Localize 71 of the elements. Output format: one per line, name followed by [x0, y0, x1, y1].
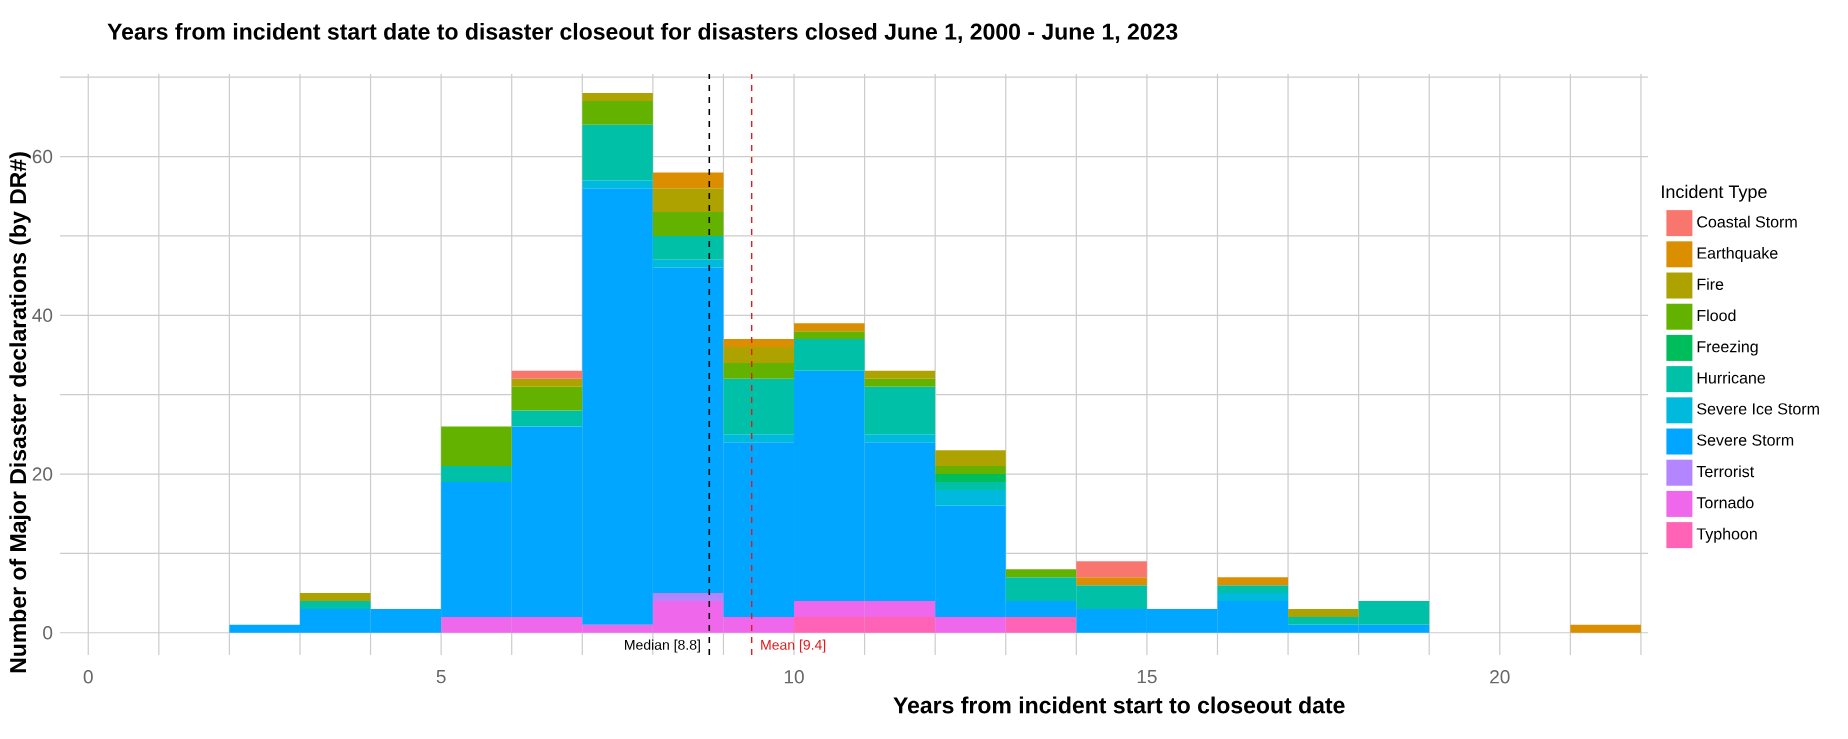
- bar: [441, 426, 512, 467]
- bar: [864, 378, 936, 387]
- bar: [935, 450, 1006, 467]
- bar: [935, 481, 1006, 490]
- legend-label: Earthquake: [1697, 247, 1778, 262]
- x-axis-title: Years from incident start to closeout date: [893, 696, 1345, 714]
- bar: [299, 593, 371, 602]
- legend-label: Freezing: [1697, 340, 1758, 356]
- bar: [1570, 624, 1641, 633]
- bar: [794, 323, 865, 332]
- bar: [1217, 593, 1289, 602]
- bar: [723, 434, 795, 443]
- bar: [652, 593, 724, 602]
- bar: [935, 474, 1006, 482]
- y-axis-title: Number of Major Disaster declarations (by DR#): [9, 152, 31, 673]
- bar: [935, 466, 1006, 475]
- legend-label: Coastal Storm: [1697, 215, 1797, 228]
- bar: [511, 410, 583, 427]
- legend-label: Severe Storm: [1697, 434, 1794, 446]
- bar: [1217, 585, 1289, 594]
- bar: [582, 93, 653, 101]
- bar: [652, 188, 724, 213]
- bar: [864, 370, 936, 379]
- bar: [1288, 608, 1359, 617]
- bar: [652, 172, 724, 189]
- bar: [794, 339, 865, 371]
- y-tick-label: 0: [43, 626, 53, 640]
- bar: [723, 378, 795, 435]
- bar: [794, 331, 865, 340]
- ref-line-label: Mean [9.4]: [761, 639, 826, 653]
- y-tick-label: 20: [32, 467, 53, 481]
- bar: [441, 466, 512, 482]
- bar: [723, 347, 795, 363]
- y-tick-label: 40: [32, 308, 53, 323]
- bar: [652, 259, 724, 268]
- bar: [299, 601, 371, 609]
- bar: [723, 339, 795, 348]
- bar: [582, 100, 653, 125]
- bar: [723, 362, 795, 379]
- x-tick-label: 0: [83, 670, 93, 684]
- bar: [652, 235, 724, 260]
- legend-label: Hurricane: [1697, 371, 1766, 384]
- x-tick-label: 5: [436, 670, 446, 684]
- legend-label: Tornado: [1696, 496, 1754, 509]
- x-tick-label: 10: [784, 670, 804, 684]
- chart-title: Years from incident start date to disaster closeout for disasters closed June 1, 2000 - June 1, 2023: [107, 22, 1178, 44]
- bar: [1005, 616, 1077, 633]
- legend-label: Terrorist: [1696, 465, 1755, 478]
- bar: [864, 434, 936, 443]
- bar: [1076, 577, 1147, 586]
- bar: [511, 370, 583, 379]
- bar: [582, 124, 653, 181]
- x-tick-label: 20: [1490, 670, 1510, 684]
- bar: [511, 378, 583, 387]
- legend-label: Fire: [1697, 278, 1724, 290]
- bar: [1217, 577, 1289, 586]
- y-tick-label: 60: [32, 149, 53, 164]
- bar: [864, 386, 936, 435]
- bar: [1076, 561, 1147, 578]
- bar: [935, 489, 1006, 506]
- bar: [935, 616, 1006, 633]
- bar: [652, 212, 724, 236]
- bar: [511, 386, 583, 411]
- ref-line-label: Median [8.8]: [625, 639, 700, 653]
- bar: [1005, 569, 1077, 578]
- legend-label: Severe Ice Storm: [1697, 403, 1819, 415]
- bar: [582, 180, 653, 189]
- legend-label: Typhoon: [1696, 527, 1757, 543]
- legend-title: Incident Type: [1662, 184, 1767, 202]
- legend-label: Flood: [1697, 309, 1736, 322]
- x-tick-label: 15: [1137, 670, 1157, 684]
